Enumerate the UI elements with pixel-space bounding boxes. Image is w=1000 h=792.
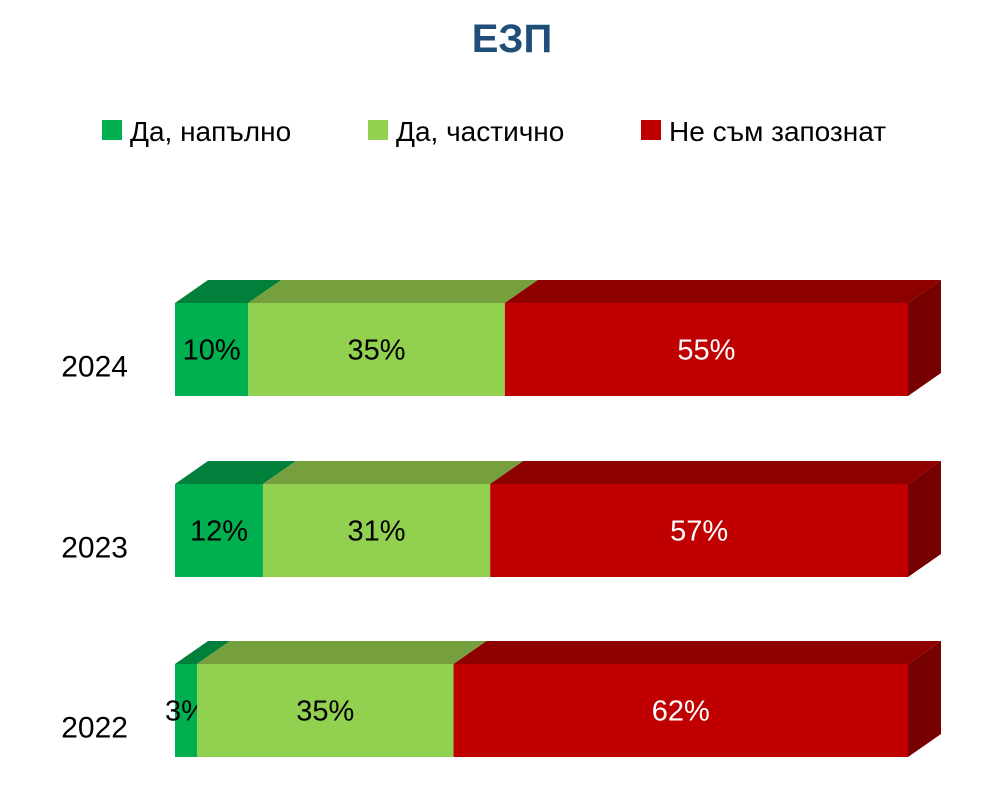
- bar-2024-series-2: [248, 303, 505, 396]
- legend-swatch-series-3: [641, 120, 661, 140]
- bar-2022-side: [908, 641, 941, 757]
- data-label-2022-series-3: 62%: [652, 696, 710, 728]
- legend-label-series-1: Да, напълно: [130, 116, 291, 147]
- bar-2024-side: [908, 280, 941, 396]
- bar-2023-series-2-top: [262, 461, 524, 484]
- data-label-2022-series-2: 35%: [296, 696, 354, 728]
- data-label-2024-series-2: 35%: [348, 335, 406, 367]
- bar-2024-series-2-top: [248, 280, 538, 303]
- bar-2023-series-2: [262, 484, 491, 577]
- data-label-2023-series-1: 12%: [190, 516, 248, 548]
- bar-2023-series-3-top: [490, 461, 941, 484]
- bar-2024-series-3: [504, 303, 908, 396]
- data-label-2024-series-3: 55%: [677, 335, 735, 367]
- category-label-2023: 2023: [61, 532, 128, 565]
- plot-area: 2024 10% 35% 55%2023 12% 31% 57%2022 3% 35% 62%: [61, 280, 941, 757]
- bar-2023-series-3: [490, 484, 908, 577]
- bar-2022-series-2-top: [196, 641, 487, 664]
- chart-title: ЕЗП: [472, 17, 553, 61]
- category-label-2022: 2022: [61, 712, 128, 745]
- data-label-2023-series-2: 31%: [348, 516, 406, 548]
- legend: Да, напълно Да, частично Не съм запознат: [102, 116, 886, 147]
- bar-2024-series-1: [175, 303, 249, 396]
- bar-2024-series-3-top: [504, 280, 941, 303]
- legend-swatch-series-2: [368, 120, 388, 140]
- legend-label-series-3: Не съм запознат: [669, 116, 886, 147]
- legend-swatch-series-1: [102, 120, 122, 140]
- legend-label-series-2: Да, частично: [396, 116, 564, 147]
- category-label-2024: 2024: [61, 351, 128, 384]
- bar-2023-series-1-top: [175, 461, 296, 484]
- bar-2022-series-3-top: [453, 641, 941, 664]
- bar-2022-series-2: [196, 664, 454, 757]
- bar-2022-series-3: [453, 664, 908, 757]
- bar-2024-series-1-top: [175, 280, 282, 303]
- bar-2022-series-1-top: [175, 641, 230, 664]
- data-label-2024-series-1: 10%: [183, 335, 241, 367]
- bar-2023-side: [908, 461, 941, 577]
- bar-2023-series-1: [175, 484, 263, 577]
- data-label-2023-series-3: 57%: [670, 516, 728, 548]
- bar-2022-series-1: [175, 664, 197, 757]
